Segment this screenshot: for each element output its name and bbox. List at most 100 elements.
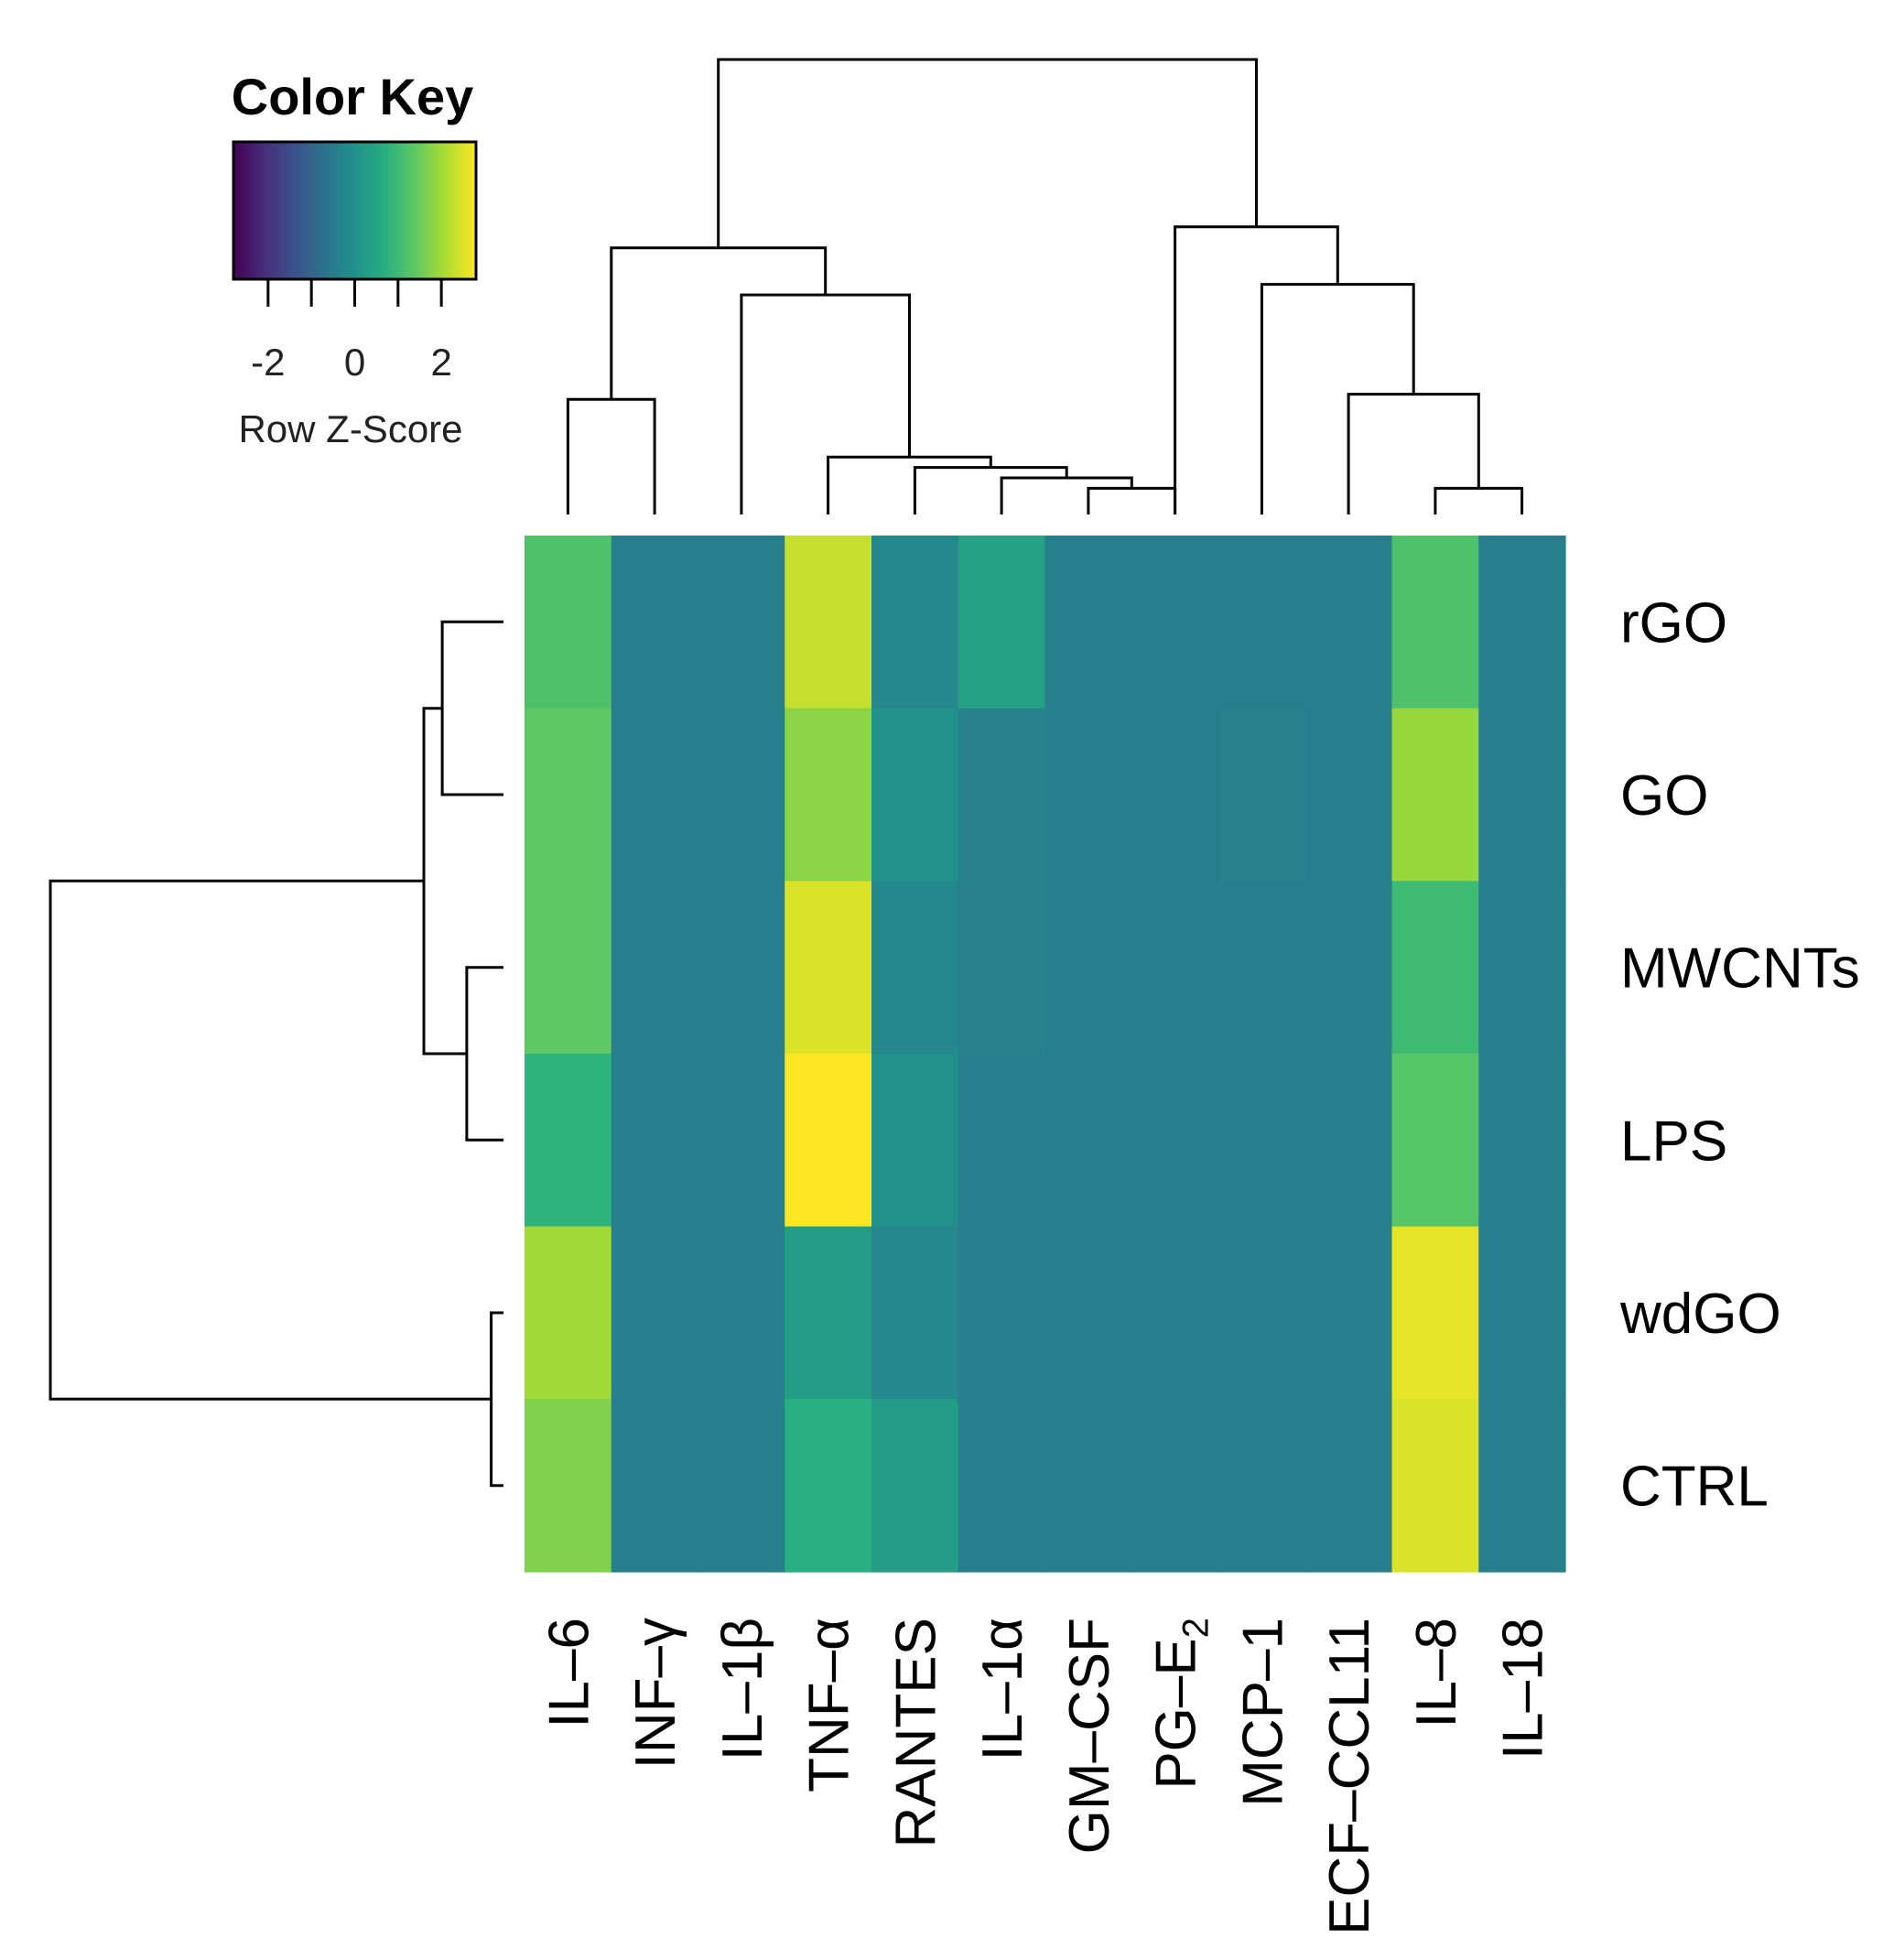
dendrogram-branch (1087, 486, 1177, 514)
row-dendrogram (49, 620, 503, 1488)
heatmap-cell (785, 1054, 872, 1228)
heatmap-cell (525, 708, 612, 882)
heatmap-cell (958, 1399, 1046, 1573)
color-key-gradient (232, 140, 478, 281)
color-key-tick-label: 2 (430, 341, 451, 384)
heatmap-cell (525, 1054, 612, 1228)
column-label: GM–CSF (1058, 1618, 1121, 1854)
color-key-ticks: -2 0 2 (251, 279, 452, 384)
heatmap-cell (1131, 1226, 1219, 1400)
heatmap-cell (871, 881, 959, 1055)
heatmap-cell (958, 881, 1046, 1055)
column-dendrogram (566, 58, 1524, 514)
dendrogram-branch (1174, 225, 1339, 514)
row-label: LPS (1620, 1110, 1727, 1173)
heatmap-cell (1218, 1226, 1306, 1400)
heatmap-cell (1391, 536, 1479, 709)
row-label: CTRL (1620, 1456, 1769, 1519)
heatmap-cell (1391, 881, 1479, 1055)
heatmap-cell (958, 536, 1046, 709)
heatmap-cell (1478, 536, 1566, 709)
heatmap-cell (1131, 1054, 1219, 1228)
heatmap-cell (871, 1226, 959, 1400)
color-key-label: Row Z-Score (238, 407, 462, 450)
heatmap-cell (785, 881, 872, 1055)
heatmap-cell (1218, 881, 1306, 1055)
heatmap-cell (698, 1226, 785, 1400)
heatmap-cell (1131, 1399, 1219, 1573)
heatmap-cell (698, 1054, 785, 1228)
heatmap-cell (1391, 708, 1479, 882)
heatmap-cell (1218, 1399, 1306, 1573)
dendrogram-branch (740, 293, 911, 514)
heatmap-cell (525, 881, 612, 1055)
dendrogram-branch (610, 246, 828, 400)
heatmap-cell (1044, 536, 1132, 709)
column-label: IL–1α (971, 1618, 1034, 1761)
heatmap-cell (1478, 1226, 1566, 1400)
dendrogram-branch (465, 966, 503, 1142)
heatmap-cell (785, 536, 872, 709)
heatmap-cell (1478, 1054, 1566, 1228)
heatmap-cell (525, 1226, 612, 1400)
heatmap-cell (1391, 1054, 1479, 1228)
row-label: MWCNTs (1620, 937, 1860, 1001)
color-key: Color Key -2 0 2 Row Z-Score (232, 68, 478, 450)
heatmap-cell (1044, 1399, 1132, 1573)
column-labels: IL–6 INF–γ IL–1β TNF–α RANTES IL–1α GM–CSF PG–E… (537, 1618, 1554, 1935)
column-label: RANTES (884, 1618, 947, 1847)
heatmap-cell (525, 536, 612, 709)
heatmap-cell (871, 708, 959, 882)
color-key-tick-label: 0 (344, 341, 365, 384)
heatmap-cell (1218, 536, 1306, 709)
heatmap-cell (1131, 881, 1219, 1055)
heatmap-cell (1044, 708, 1132, 882)
column-label: PG–E2 (1145, 1618, 1217, 1790)
dendrogram-branch (1260, 283, 1415, 514)
row-labels: rGO GO MWCNTs LPS wdGO CTRL (1619, 591, 1860, 1518)
heatmap-cell (611, 536, 699, 709)
heatmap-cell (525, 1399, 612, 1573)
heatmap-cell (871, 536, 959, 709)
heatmap-cell (1304, 1226, 1393, 1400)
heatmap-cell (1044, 1226, 1132, 1400)
heatmap-cell (611, 1054, 699, 1228)
heatmap-cell (1131, 536, 1219, 709)
heatmap-cell (1391, 1226, 1479, 1400)
color-key-tick-label: -2 (251, 341, 285, 384)
dendrogram-branch (422, 707, 467, 1056)
dendrogram-branch (717, 58, 1258, 248)
heatmap-cell (871, 1054, 959, 1228)
heatmap-cell (1478, 708, 1566, 882)
heatmap-cell (611, 708, 699, 882)
heatmap-cell (958, 708, 1046, 882)
heatmap-cell (1391, 1399, 1479, 1573)
heatmap-cell (958, 1054, 1046, 1228)
column-label: IL–8 (1405, 1618, 1468, 1728)
column-label: ECF–CCL11 (1318, 1618, 1381, 1935)
heatmap-cell (1304, 1399, 1393, 1573)
heatmap-cell (1131, 708, 1219, 882)
heatmap-cell (1478, 1399, 1566, 1573)
heatmap-cell (611, 1399, 699, 1573)
heatmap-cell (1304, 536, 1393, 709)
column-label: IL–6 (537, 1618, 601, 1728)
heatmap-cell (1304, 1054, 1393, 1228)
dendrogram-branch (1000, 476, 1133, 514)
column-label: INF–γ (624, 1618, 687, 1769)
heatmap-cell (1044, 881, 1132, 1055)
row-label: wdGO (1619, 1283, 1781, 1346)
dendrogram-branch (913, 466, 1068, 514)
heatmap-cell (698, 536, 785, 709)
heatmap-cell (1478, 881, 1566, 1055)
dendrogram-branch (440, 620, 503, 796)
row-label: GO (1620, 764, 1708, 828)
column-label: MCP–1 (1231, 1618, 1294, 1807)
dendrogram-branch (566, 397, 656, 514)
heatmap-cell (1304, 881, 1393, 1055)
heatmap-cell (785, 1399, 872, 1573)
dendrogram-branch (827, 455, 992, 514)
heatmap-cell (785, 1226, 872, 1400)
dendrogram-branch (49, 879, 492, 1401)
color-key-title: Color Key (232, 68, 474, 125)
